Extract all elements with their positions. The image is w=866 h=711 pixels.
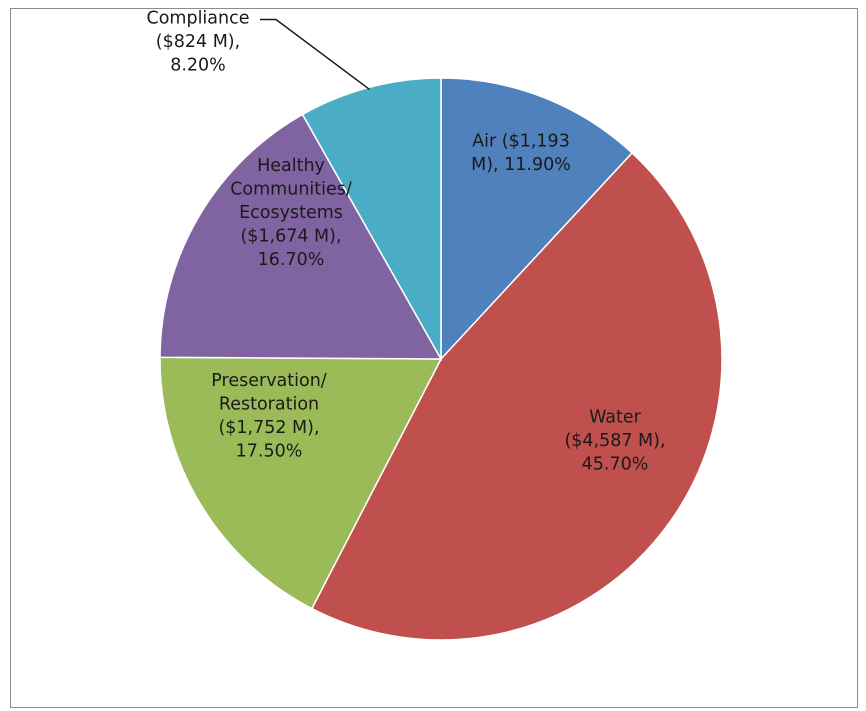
data-label-line: Preservation/ (211, 371, 327, 391)
data-label-line: ($4,587 M), (564, 431, 665, 451)
pie-slice-water (310, 151, 723, 641)
data-label-line: Communities/ (230, 180, 352, 200)
data-label-air: Air ($1,193 M), 11.90% (471, 131, 571, 175)
data-label-line: 45.70% (582, 455, 649, 475)
pie-slice-air (440, 77, 634, 361)
pie-chart: Air ($1,193 M), 11.90% Water ($4,587 M), 45.… (146, 9, 723, 641)
leader-line-compliance (260, 18, 370, 90)
pie-slice-preservation-restoration (159, 356, 443, 610)
chart-area: Air ($1,193 M), 11.90% Water ($4,587 M), 45.… (10, 8, 858, 708)
pie-slice-healthy-communities-ecosystems (159, 113, 443, 360)
data-label-line: ($1,674 M), (240, 227, 341, 247)
data-label-line: Ecosystems (239, 203, 343, 223)
data-label-line: Air ($1,193 (472, 131, 570, 151)
data-label-line: 17.50% (236, 441, 303, 461)
data-label-line: ($824 M), (156, 32, 240, 52)
data-label-line: 8.20% (170, 56, 226, 76)
data-labels: Air ($1,193 M), 11.90% Water ($4,587 M), 45.… (146, 9, 665, 475)
data-label-line: Compliance (146, 9, 249, 29)
data-label-line: M), 11.90% (471, 155, 571, 175)
data-label-compliance: Compliance ($824 M), 8.20% (146, 9, 249, 76)
pie-slices (159, 77, 723, 641)
data-label-line: Healthy (257, 156, 325, 176)
data-label-line: Water (589, 408, 642, 428)
data-label-line: ($1,752 M), (218, 418, 319, 438)
data-label-preservation-restoration: Preservation/Restoration ($1,752 M), 17.50… (211, 371, 327, 462)
data-label-line: 16.70% (258, 250, 325, 270)
data-label-water: Water ($4,587 M), 45.70% (564, 408, 665, 475)
data-label-line: Restoration (219, 394, 319, 414)
leader-lines (260, 18, 370, 90)
data-label-healthy-communities-ecosystems: Healthy Communities/Ecosystems ($1,674 M),… (230, 156, 352, 270)
pie-slice-compliance (301, 77, 442, 362)
